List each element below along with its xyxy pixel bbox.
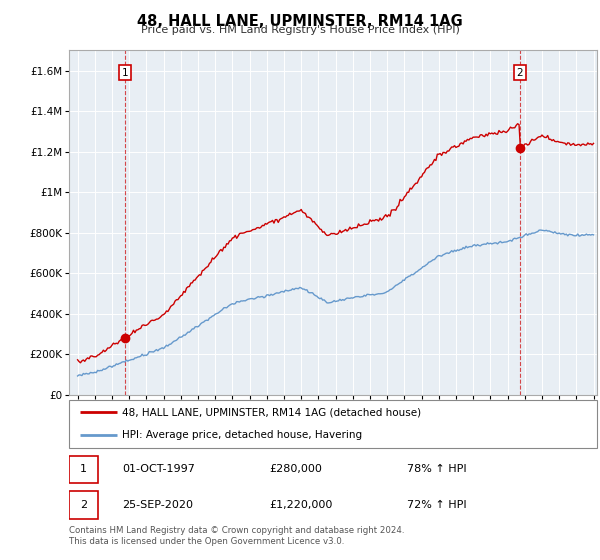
Text: 25-SEP-2020: 25-SEP-2020 bbox=[122, 500, 193, 510]
Text: £1,220,000: £1,220,000 bbox=[269, 500, 333, 510]
Text: 01-OCT-1997: 01-OCT-1997 bbox=[122, 464, 194, 474]
FancyBboxPatch shape bbox=[69, 400, 597, 448]
Text: 1: 1 bbox=[122, 68, 128, 78]
Text: 2: 2 bbox=[517, 68, 523, 78]
Text: 48, HALL LANE, UPMINSTER, RM14 1AG: 48, HALL LANE, UPMINSTER, RM14 1AG bbox=[137, 14, 463, 29]
FancyBboxPatch shape bbox=[69, 455, 98, 483]
Text: 2: 2 bbox=[80, 500, 87, 510]
Text: HPI: Average price, detached house, Havering: HPI: Average price, detached house, Have… bbox=[122, 430, 362, 440]
Text: £280,000: £280,000 bbox=[269, 464, 323, 474]
Text: 78% ↑ HPI: 78% ↑ HPI bbox=[407, 464, 467, 474]
Text: 1: 1 bbox=[80, 464, 87, 474]
Text: Price paid vs. HM Land Registry's House Price Index (HPI): Price paid vs. HM Land Registry's House … bbox=[140, 25, 460, 35]
Text: 48, HALL LANE, UPMINSTER, RM14 1AG (detached house): 48, HALL LANE, UPMINSTER, RM14 1AG (deta… bbox=[122, 407, 421, 417]
Text: Contains HM Land Registry data © Crown copyright and database right 2024.
This d: Contains HM Land Registry data © Crown c… bbox=[69, 526, 404, 546]
Text: 72% ↑ HPI: 72% ↑ HPI bbox=[407, 500, 467, 510]
FancyBboxPatch shape bbox=[69, 491, 98, 519]
